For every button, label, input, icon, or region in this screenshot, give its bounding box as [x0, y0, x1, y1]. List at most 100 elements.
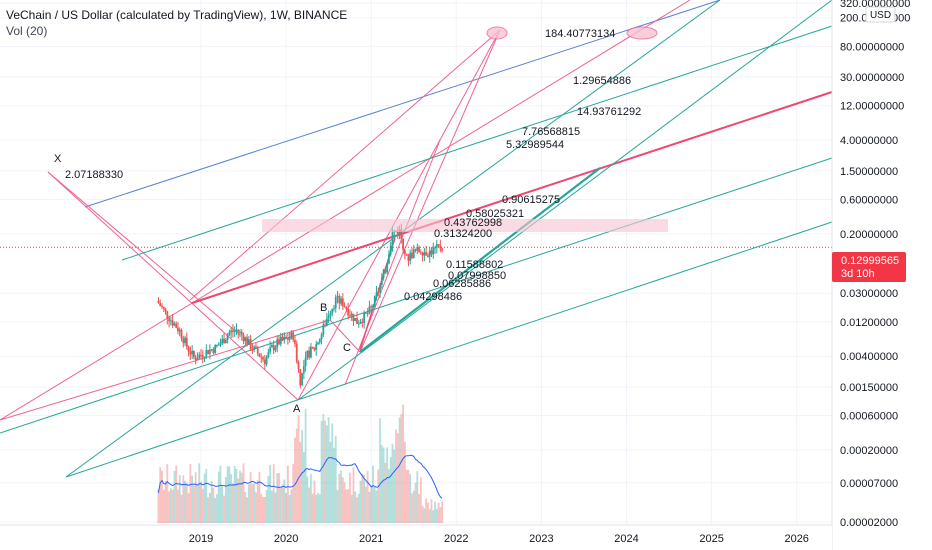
candle-body: [279, 336, 282, 345]
volume-bar: [203, 473, 206, 523]
candle-body: [286, 338, 289, 340]
fib-label: 0.58025321: [466, 208, 524, 220]
fib-label: 1.29654886: [573, 75, 631, 87]
volume-bar: [370, 486, 373, 523]
trendline-drawings[interactable]: [0, 0, 833, 478]
trendline[interactable]: [0, 0, 691, 421]
candle-body: [189, 351, 192, 355]
volume-bar: [267, 476, 270, 523]
volume-bar: [169, 488, 172, 523]
volume-bar: [427, 502, 429, 523]
volume-bar: [354, 491, 357, 523]
trendline[interactable]: [0, 319, 331, 421]
candle-body: [389, 245, 392, 255]
target-ellipse-left[interactable]: [486, 26, 508, 40]
candle-body: [338, 296, 341, 304]
candle-body: [322, 324, 325, 335]
volume-bar: [432, 510, 435, 523]
candle-body: [233, 330, 236, 332]
candle-body: [350, 313, 353, 316]
volume-bar: [343, 482, 346, 523]
candle-body: [317, 342, 319, 345]
volume-bar: [324, 420, 327, 523]
candle-body: [329, 313, 332, 316]
trendline[interactable]: [297, 29, 501, 401]
trendline[interactable]: [65, 221, 833, 478]
trendline[interactable]: [121, 25, 833, 261]
fib-label: 0.06285886: [433, 278, 491, 290]
volume-bar: [388, 469, 390, 523]
time-tick-label: 2021: [359, 533, 383, 545]
symbol-title[interactable]: VeChain / US Dollar (calculated by Tradi…: [6, 8, 348, 22]
volume-bar: [407, 469, 410, 523]
volume-bar: [304, 408, 307, 523]
trendline[interactable]: [0, 157, 833, 434]
volume-bar: [409, 474, 412, 523]
trendline[interactable]: [47, 171, 241, 336]
price-axis[interactable]: 320.00000000200.0000000080.0000000030.00…: [831, 0, 932, 550]
volume-bar: [377, 469, 380, 523]
candle-body: [166, 311, 169, 319]
trendline[interactable]: [329, 319, 361, 353]
fib-level-labels: 2.07188330 184.40773134 1.29654886 14.93…: [65, 28, 641, 303]
candle-body: [178, 329, 181, 332]
candle-body: [311, 346, 314, 348]
volume-bar: [265, 489, 268, 523]
time-axis[interactable]: 2019 2020 2021 2022 2023 2024 2025 2026: [0, 524, 832, 550]
candle-body: [318, 339, 321, 343]
candle-body: [403, 249, 406, 255]
trendline[interactable]: [84, 0, 721, 208]
fib-label: 5.32989544: [506, 139, 564, 151]
candle-body: [207, 349, 209, 354]
volume-bar: [382, 447, 385, 523]
trendline[interactable]: [189, 29, 501, 301]
candle-body: [310, 346, 312, 358]
trendline[interactable]: [344, 139, 441, 386]
trendline[interactable]: [191, 91, 833, 304]
volume-bar: [166, 464, 169, 523]
volume-bar: [320, 420, 323, 523]
candle-body: [380, 277, 383, 286]
time-tick-label: 2025: [699, 533, 723, 545]
price-tick-label: 4.00000000: [840, 135, 898, 147]
volume-bar: [168, 491, 170, 523]
price-tick-label: 12.00000000: [840, 101, 904, 113]
candle-body: [217, 344, 220, 346]
volume-bar: [182, 475, 185, 523]
candle-body: [331, 308, 334, 314]
volume-bar: [175, 465, 178, 523]
candle-body: [295, 343, 298, 362]
trendline[interactable]: [297, 0, 833, 401]
candle-body: [402, 238, 405, 250]
volume-bar: [311, 493, 314, 523]
volume-bar: [357, 493, 360, 523]
volume-bar: [279, 486, 282, 523]
volume-bar: [395, 429, 397, 523]
volume-bar: [297, 415, 300, 523]
volume-bar: [255, 492, 257, 523]
candle-body: [382, 269, 385, 278]
price-tick-label: 0.03000000: [840, 288, 898, 300]
volume-bar: [240, 472, 243, 523]
currency-button[interactable]: USD: [865, 6, 896, 23]
candle-body: [336, 296, 339, 298]
candle-body: [193, 350, 195, 358]
volume-bar: [247, 484, 250, 523]
volume-bar: [393, 449, 396, 523]
resistance-zone[interactable]: [262, 219, 668, 232]
volume-bar: [171, 489, 174, 523]
trendline[interactable]: [359, 167, 601, 353]
trendline[interactable]: [47, 171, 299, 401]
volume-bar: [350, 494, 353, 523]
candle-body: [384, 269, 387, 273]
target-ellipse-right[interactable]: [626, 26, 658, 40]
volume-indicator-label[interactable]: Vol (20): [6, 24, 48, 38]
volume-bar: [200, 481, 202, 523]
volume-bar: [389, 457, 392, 523]
candle-body: [251, 349, 254, 351]
trendline[interactable]: [359, 29, 501, 353]
candle-body: [271, 344, 273, 348]
volume-bar: [219, 465, 222, 523]
last-price-value: 0.12999565: [841, 255, 899, 267]
